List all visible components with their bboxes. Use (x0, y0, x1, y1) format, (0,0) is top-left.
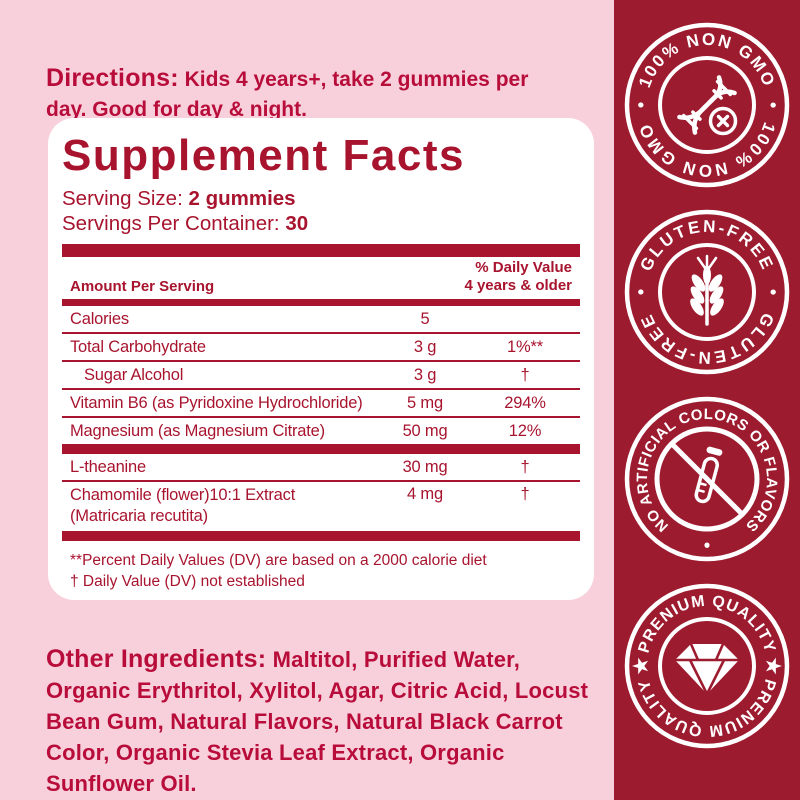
nutrient-dv: † (520, 365, 530, 384)
nutrient-name-line1: Chamomile (flower)10:1 Extract (70, 486, 296, 505)
badge-premium-quality: PRENIUM QUALITY PRENIUM QUALITY ★ ★ (624, 583, 790, 749)
badge-separator-dot: • (631, 289, 651, 295)
nutrient-name: Chamomile (flower)10:1 Extract (Matricar… (70, 485, 380, 527)
nutrient-name: Vitamin B6 (as Pyridoxine Hydrochloride) (70, 393, 363, 412)
svg-text:•: • (763, 289, 783, 295)
nutrient-dv: 294% (504, 393, 546, 412)
other-ingredients-body: Maltitol, Purified Water, Organic Erythr… (46, 647, 589, 796)
badge-star: ★ (631, 657, 652, 674)
badge-inner-ring (658, 617, 756, 715)
section-divider-bar (62, 444, 580, 455)
header-divider-bar (62, 299, 580, 307)
serving-size-label: Serving Size: (62, 187, 189, 211)
table-top-bar (62, 244, 580, 258)
badge-separator-dot: • (704, 535, 710, 555)
badge-no-artificial-colors-flavors: NO ARTIFICIAL COLORS OR FLAVORS • (624, 396, 790, 562)
svg-text:•: • (763, 102, 783, 108)
svg-text:•: • (631, 102, 651, 108)
nutrient-amount: 3 g (413, 337, 437, 356)
other-ingredients-label: Other Ingredients: (46, 645, 267, 673)
badge-gluten-free: GLUTEN-FREE GLUTEN-FREE • • (624, 209, 790, 375)
nutrient-name: Calories (70, 309, 129, 328)
svg-text:•: • (704, 535, 710, 555)
nutrient-dv: † (520, 485, 530, 504)
svg-text:•: • (631, 289, 651, 295)
badge-non-gmo: 100% NON GMO 100% NON GMO • • (624, 22, 790, 188)
badge-outer-ring (624, 583, 790, 749)
daily-value-header-line2: 4 years & older (464, 277, 572, 295)
nutrient-amount: 5 mg (407, 393, 443, 412)
directions-body: Kids 4 years+, take 2 gummies per day. G… (46, 68, 529, 121)
other-ingredients: Other Ingredients: Maltitol, Purified Wa… (46, 644, 602, 799)
nutrient-name: Magnesium (as Magnesium Citrate) (70, 421, 325, 440)
diamond-icon (675, 643, 739, 695)
supplement-facts-title: Supplement Facts (62, 131, 465, 180)
servings-per-container-value: 30 (285, 212, 309, 236)
table-header: Amount Per Serving % Daily Value 4 years… (62, 257, 580, 299)
nutrient-amount: 4 mg (407, 485, 443, 504)
nutrient-name-line2: (Matricaria recutita) (70, 507, 208, 526)
table-row: Total Carbohydrate 3 g 1%** (62, 332, 580, 360)
svg-text:★: ★ (631, 657, 652, 674)
table-row: Vitamin B6 (as Pyridoxine Hydrochloride)… (62, 388, 580, 416)
nutrient-amount: 5 (420, 309, 430, 328)
directions-label: Directions: (46, 64, 179, 92)
nutrient-name: L-theanine (70, 457, 146, 476)
daily-value-header-line1: % Daily Value (475, 259, 572, 277)
table-row: Magnesium (as Magnesium Citrate) 50 mg 1… (62, 416, 580, 444)
directions-text: Directions: Kids 4 years+, take 2 gummie… (46, 63, 562, 125)
prohibition-circle (654, 426, 760, 532)
prohibition-slash (669, 441, 745, 517)
svg-text:★: ★ (762, 657, 783, 674)
nutrient-amount: 50 mg (402, 421, 448, 440)
no-test-tube-icon (654, 426, 760, 532)
nutrient-name: Sugar Alcohol (84, 365, 184, 384)
footnotes: **Percent Daily Values (DV) are based on… (62, 550, 580, 592)
servings-per-container-line: Servings Per Container: 30 (62, 211, 580, 236)
badge-inner-ring (658, 243, 756, 341)
footnote-daily-values: **Percent Daily Values (DV) are based on… (70, 552, 487, 570)
table-row: Chamomile (flower)10:1 Extract (Matricar… (62, 480, 580, 531)
nutrient-table-section1: Calories 5 Total Carbohydrate 3 g 1%** S… (62, 306, 580, 444)
nutrient-name: Total Carbohydrate (70, 337, 206, 356)
dna-icon (677, 75, 738, 136)
table-row: Sugar Alcohol 3 g † (62, 360, 580, 388)
footnote-dv-not-established: † Daily Value (DV) not established (70, 573, 305, 591)
nutrient-dv: 1%** (507, 337, 543, 356)
badge-star: ★ (762, 657, 783, 674)
serving-size-line: Serving Size: 2 gummies (62, 186, 580, 211)
nutrient-amount: 3 g (413, 365, 437, 384)
badge-separator-dot: • (763, 289, 783, 295)
badge-outer-ring (624, 22, 790, 188)
daily-value-header: % Daily Value 4 years & older (464, 259, 572, 295)
amount-per-serving-header: Amount Per Serving (70, 278, 215, 296)
table-row: L-theanine 30 mg † (62, 454, 580, 480)
badge-separator-dot: • (631, 102, 651, 108)
serving-size-value: 2 gummies (188, 187, 296, 211)
table-row: Calories 5 (62, 306, 580, 332)
badge-inner-ring (658, 56, 756, 154)
servings-per-container-label: Servings Per Container: (62, 212, 286, 236)
badge-outer-ring (624, 209, 790, 375)
nutrient-dv: 12% (508, 421, 542, 440)
supplement-facts-panel: Supplement Facts Serving Size: 2 gummies… (48, 118, 594, 600)
nutrient-dv: † (520, 457, 530, 476)
nutrient-table-section2: L-theanine 30 mg † Chamomile (flower)10:… (62, 454, 580, 531)
badge-outer-ring (624, 396, 790, 562)
wheat-icon (690, 254, 724, 326)
badge-separator-dot: • (763, 102, 783, 108)
badge-sidebar: 100% NON GMO 100% NON GMO • • GLUTEN-FRE… (614, 0, 800, 800)
section-divider-bar (62, 531, 580, 542)
nutrient-amount: 30 mg (402, 457, 448, 476)
